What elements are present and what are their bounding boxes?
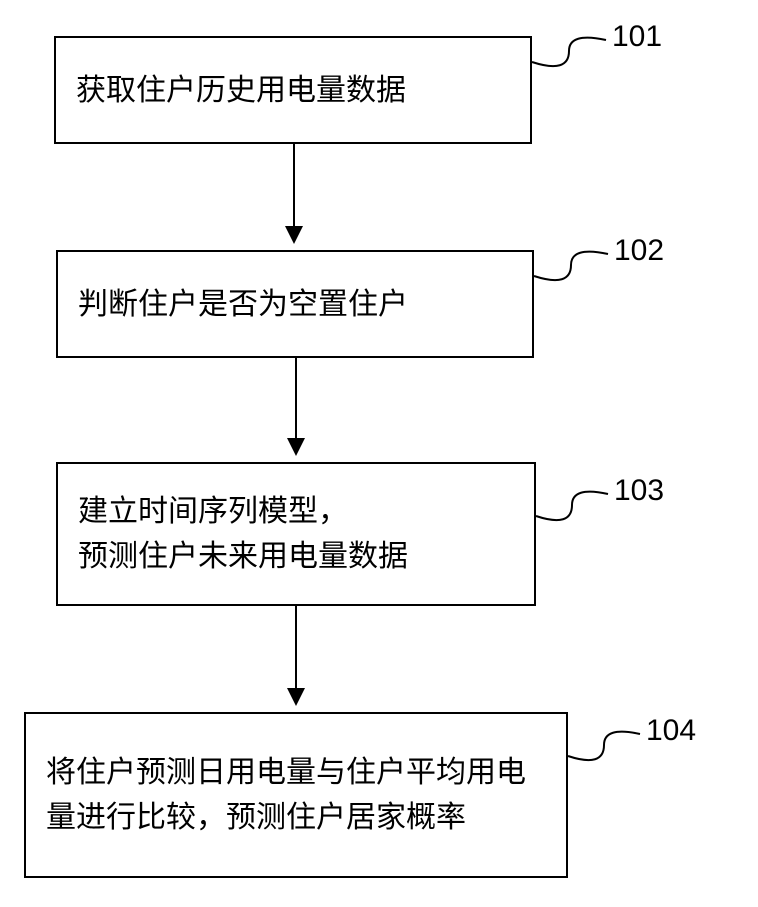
flowchart-container: 获取住户历史用电量数据101判断住户是否为空置住户102建立时间序列模型，预测住… bbox=[0, 0, 758, 907]
arrow-2 bbox=[0, 0, 758, 907]
